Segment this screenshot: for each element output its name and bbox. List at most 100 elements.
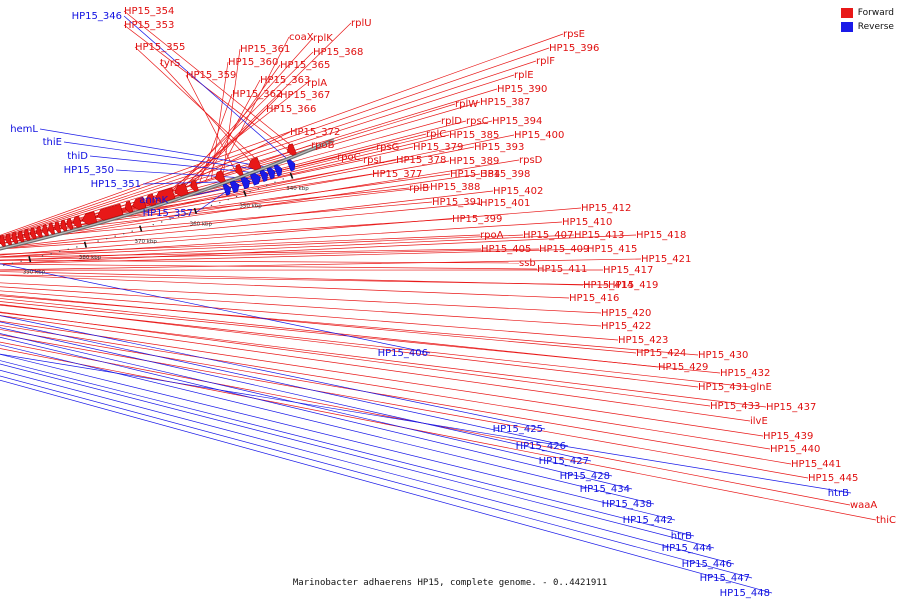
leader-line bbox=[0, 301, 721, 374]
gene-label-hp15-410: HP15_410 bbox=[562, 217, 612, 228]
leader-line bbox=[0, 327, 592, 462]
gene-label-rpoc: rpoC bbox=[337, 152, 361, 163]
forward-gene bbox=[5, 233, 13, 246]
gene-label-hp15-394: HP15_394 bbox=[492, 116, 542, 127]
gene-label-hp15-385: HP15_385 bbox=[449, 130, 499, 141]
gene-label-hp15-390: HP15_390 bbox=[497, 84, 547, 95]
gene-label-hp15-426: HP15_426 bbox=[516, 441, 566, 452]
minor-tick bbox=[219, 201, 221, 204]
gene-label-hp15-431: HP15_431 bbox=[698, 382, 748, 393]
minor-tick bbox=[227, 198, 229, 201]
forward-gene bbox=[214, 170, 226, 183]
gene-label-hp15-423: HP15_423 bbox=[618, 335, 668, 346]
forward-gene bbox=[235, 163, 244, 176]
leader-line bbox=[0, 311, 711, 407]
gene-label-thid: thiD bbox=[67, 151, 88, 162]
gene-label-hp15-413: HP15_413 bbox=[574, 230, 624, 241]
gene-label-hp15-367: HP15_367 bbox=[280, 90, 330, 101]
gene-label-hp15-362: HP15_362 bbox=[232, 89, 282, 100]
tick-label: 380 kbp bbox=[79, 255, 102, 261]
leader-line bbox=[123, 15, 295, 166]
gene-label-rpla: rplA bbox=[307, 78, 327, 89]
gene-label-hp15-446: HP15_446 bbox=[682, 559, 732, 570]
gene-label-hp15-355: HP15_355 bbox=[135, 42, 185, 53]
minor-tick bbox=[161, 221, 163, 223]
minor-tick bbox=[202, 207, 204, 210]
gene-label-hp15-414: HP15_414 bbox=[583, 280, 633, 291]
leader-line bbox=[0, 329, 792, 465]
tick-label: 370 kbp bbox=[134, 239, 157, 245]
reverse-swatch bbox=[840, 22, 853, 32]
reverse-gene bbox=[240, 176, 251, 190]
reverse-gene bbox=[249, 173, 261, 186]
gene-label-rpse: rpsE bbox=[563, 29, 585, 40]
gene-label-hp15-448: HP15_448 bbox=[720, 588, 770, 599]
minor-tick bbox=[249, 190, 251, 193]
gene-label-hp15-418: HP15_418 bbox=[636, 230, 686, 241]
leader-line bbox=[169, 51, 314, 194]
forward-gene bbox=[23, 228, 31, 241]
gene-label-hp15-365: HP15_365 bbox=[280, 60, 330, 71]
minor-tick bbox=[11, 262, 14, 264]
minor-tick bbox=[235, 195, 238, 198]
gene-label-hp15-428: HP15_428 bbox=[560, 471, 610, 482]
gene-label-hp15-389: HP15_389 bbox=[449, 156, 499, 167]
legend: Forward Reverse bbox=[840, 8, 894, 36]
leader-line bbox=[181, 22, 352, 190]
leader-line bbox=[0, 295, 699, 356]
gene-label-hp15-424: HP15_424 bbox=[636, 348, 686, 359]
gene-label-rpoa: rpoA bbox=[480, 230, 504, 241]
leader-line bbox=[0, 33, 564, 236]
gene-label-hp15-439: HP15_439 bbox=[763, 431, 813, 442]
gene-label-hp15-354: HP15_354 bbox=[124, 6, 174, 17]
forward-swatch bbox=[840, 8, 853, 18]
tick-mark bbox=[83, 241, 87, 248]
minor-tick bbox=[274, 181, 276, 183]
leader-line bbox=[0, 234, 637, 265]
leader-line bbox=[0, 248, 588, 265]
gene-label-hp15-402: HP15_402 bbox=[493, 186, 543, 197]
gene-label-ilve: ilvE bbox=[750, 416, 768, 427]
gene-label-tyrs: tyrS bbox=[160, 58, 180, 69]
gene-label-hp15-351: HP15_351 bbox=[91, 179, 141, 190]
leader-line bbox=[0, 304, 751, 388]
gene-label-hp15-438: HP15_438 bbox=[602, 499, 652, 510]
forward-gene bbox=[287, 143, 297, 156]
leader-line bbox=[0, 363, 715, 549]
leader-line bbox=[0, 248, 540, 261]
gene-label-hp15-360: HP15_360 bbox=[228, 57, 278, 68]
minor-tick bbox=[169, 218, 171, 220]
leader-line bbox=[0, 234, 481, 255]
leader-line bbox=[0, 353, 676, 521]
gene-label-htrb: htrB bbox=[828, 488, 849, 499]
label-leader-lines bbox=[0, 10, 877, 594]
gene-label-hp15-350: HP15_350 bbox=[64, 165, 114, 176]
gene-label-rpsc: rpsC bbox=[466, 116, 489, 127]
minor-tick bbox=[20, 260, 22, 262]
gene-label-hp15-399: HP15_399 bbox=[452, 214, 502, 225]
gene-label-rpld: rplD bbox=[441, 116, 462, 127]
forward-gene bbox=[96, 203, 124, 221]
minor-tick bbox=[50, 253, 52, 255]
figure-caption: Marinobacter adhaerens HP15, complete ge… bbox=[292, 578, 608, 588]
gene-label-rple: rplE bbox=[514, 70, 534, 81]
gene-label-hp15-405: HP15_405 bbox=[481, 244, 531, 255]
leader-line bbox=[0, 234, 575, 261]
gene-label-hp15-432: HP15_432 bbox=[720, 368, 770, 379]
gene-label-hp15-411: HP15_411 bbox=[537, 264, 587, 275]
leader-line bbox=[0, 47, 550, 238]
gene-label-hp15-445: HP15_445 bbox=[808, 473, 858, 484]
leader-line bbox=[0, 271, 584, 286]
reverse-gene bbox=[286, 159, 296, 172]
gene-label-ssb: ssb bbox=[519, 258, 536, 269]
gene-label-hp15-400: HP15_400 bbox=[514, 130, 564, 141]
gene-labels: HP15_354 HP15_353 HP15_355 tyrS HP15_359 HP15… bbox=[10, 6, 896, 599]
forward-gene bbox=[72, 215, 83, 228]
gene-label-hp15-434: HP15_434 bbox=[580, 484, 630, 495]
leader-line bbox=[0, 348, 877, 521]
leader-line bbox=[0, 88, 498, 240]
scale-ticks: 340 kbp 350 kbp 360 kbp 370 kbp 380 kbp 390 k… bbox=[3, 172, 309, 276]
gene-label-hp15-440: HP15_440 bbox=[770, 444, 820, 455]
